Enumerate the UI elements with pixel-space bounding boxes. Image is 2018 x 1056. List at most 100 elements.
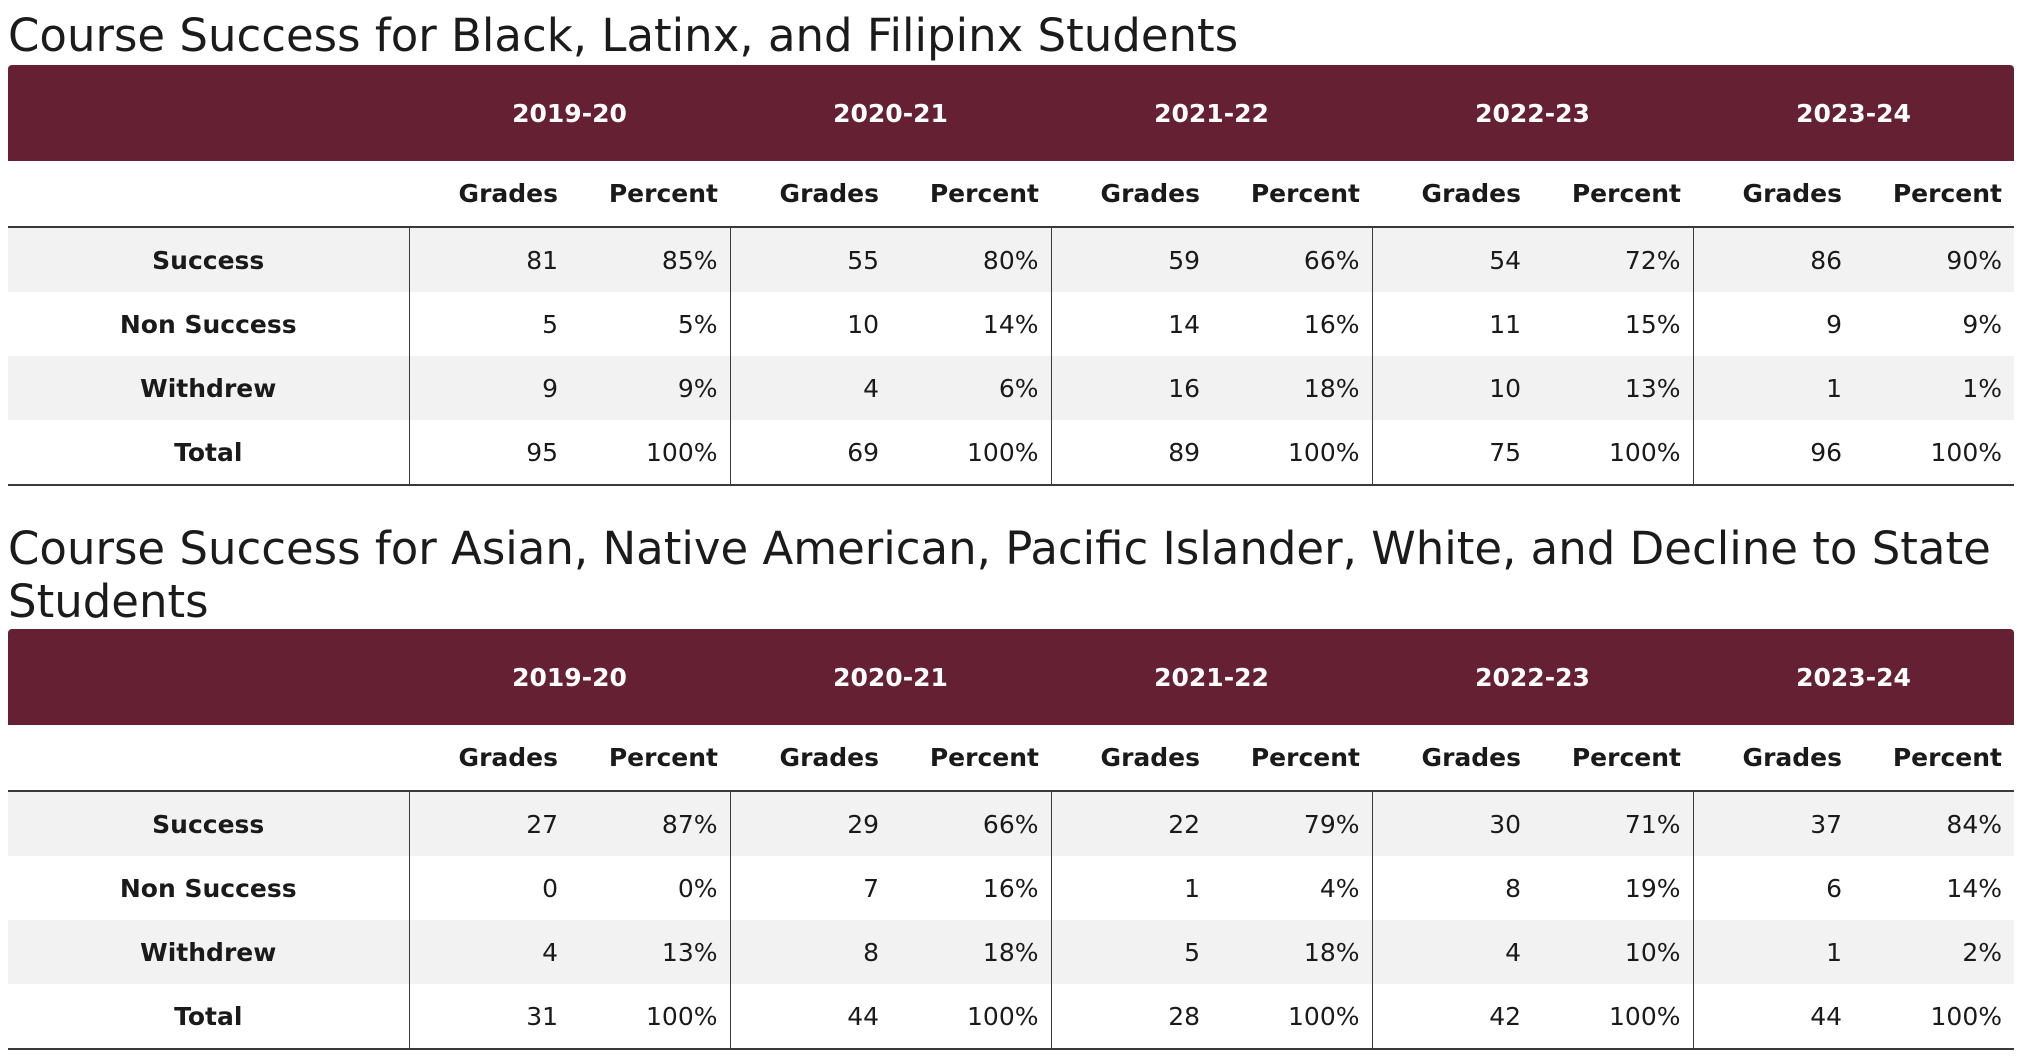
year-header: 2022-23 bbox=[1372, 65, 1693, 161]
percent-cell: 66% bbox=[1212, 227, 1373, 292]
percent-cell: 85% bbox=[570, 227, 731, 292]
percent-cell: 15% bbox=[1533, 292, 1694, 356]
percent-cell: 90% bbox=[1854, 227, 2014, 292]
percent-cell: 6% bbox=[891, 356, 1052, 420]
grades-cell: 4 bbox=[730, 356, 891, 420]
grades-cell: 4 bbox=[409, 920, 570, 984]
header-blank bbox=[8, 65, 409, 161]
year-header: 2022-23 bbox=[1372, 629, 1693, 725]
grades-cell: 8 bbox=[1372, 856, 1533, 920]
column-header-row: Grades Percent Grades Percent Grades Per… bbox=[8, 725, 2014, 792]
percent-cell: 9% bbox=[570, 356, 731, 420]
table-row: Success 27 87% 29 66% 22 79% 30 71% 37 84% bbox=[8, 791, 2014, 856]
grades-cell: 81 bbox=[409, 227, 570, 292]
table-row: Withdrew 9 9% 4 6% 16 18% 10 13% 1 1% bbox=[8, 356, 2014, 420]
grades-cell: 8 bbox=[730, 920, 891, 984]
percent-cell: 100% bbox=[570, 984, 731, 1050]
percent-cell: 14% bbox=[1854, 856, 2014, 920]
percent-cell: 72% bbox=[1533, 227, 1694, 292]
grades-cell: 5 bbox=[409, 292, 570, 356]
grades-cell: 31 bbox=[409, 984, 570, 1050]
grades-cell: 1 bbox=[1051, 856, 1212, 920]
percent-cell: 80% bbox=[891, 227, 1052, 292]
table-section-1: Course Success for Black, Latinx, and Fi… bbox=[8, 0, 2014, 486]
year-header-row: 2019-20 2020-21 2021-22 2022-23 2023-24 bbox=[8, 65, 2014, 161]
percent-cell: 9% bbox=[1854, 292, 2014, 356]
grades-cell: 42 bbox=[1372, 984, 1533, 1050]
grades-cell: 11 bbox=[1372, 292, 1533, 356]
row-label: Withdrew bbox=[8, 920, 410, 984]
percent-cell: 13% bbox=[570, 920, 731, 984]
row-label: Withdrew bbox=[8, 356, 410, 420]
percent-header: Percent bbox=[570, 161, 730, 228]
grades-cell: 9 bbox=[409, 356, 570, 420]
table-row: Withdrew 4 13% 8 18% 5 18% 4 10% 1 2% bbox=[8, 920, 2014, 984]
grades-cell: 0 bbox=[409, 856, 570, 920]
course-success-table: 2019-20 2020-21 2021-22 2022-23 2023-24 … bbox=[8, 629, 2014, 1050]
percent-cell: 66% bbox=[891, 791, 1052, 856]
percent-cell: 14% bbox=[891, 292, 1052, 356]
percent-cell: 4% bbox=[1212, 856, 1373, 920]
percent-header: Percent bbox=[1854, 161, 2014, 228]
year-header: 2019-20 bbox=[409, 65, 730, 161]
subheader-blank bbox=[8, 161, 409, 228]
grades-header: Grades bbox=[730, 161, 891, 228]
grades-cell: 10 bbox=[730, 292, 891, 356]
grades-cell: 27 bbox=[409, 791, 570, 856]
percent-cell: 18% bbox=[891, 920, 1052, 984]
header-blank bbox=[8, 629, 409, 725]
percent-cell: 2% bbox=[1854, 920, 2014, 984]
grades-header: Grades bbox=[1372, 725, 1533, 792]
grades-cell: 96 bbox=[1693, 420, 1854, 486]
grades-cell: 55 bbox=[730, 227, 891, 292]
grades-cell: 9 bbox=[1693, 292, 1854, 356]
year-header: 2020-21 bbox=[730, 65, 1051, 161]
percent-cell: 79% bbox=[1212, 791, 1373, 856]
percent-cell: 100% bbox=[1212, 984, 1373, 1050]
year-header-row: 2019-20 2020-21 2021-22 2022-23 2023-24 bbox=[8, 629, 2014, 725]
row-label: Non Success bbox=[8, 292, 410, 356]
percent-header: Percent bbox=[1533, 725, 1693, 792]
percent-cell: 100% bbox=[1212, 420, 1373, 486]
grades-cell: 7 bbox=[730, 856, 891, 920]
grades-cell: 59 bbox=[1051, 227, 1212, 292]
year-header: 2020-21 bbox=[730, 629, 1051, 725]
percent-cell: 13% bbox=[1533, 356, 1694, 420]
row-label: Success bbox=[8, 791, 410, 856]
grades-cell: 37 bbox=[1693, 791, 1854, 856]
course-success-table: 2019-20 2020-21 2021-22 2022-23 2023-24 … bbox=[8, 65, 2014, 486]
grades-cell: 5 bbox=[1051, 920, 1212, 984]
percent-cell: 19% bbox=[1533, 856, 1694, 920]
grades-cell: 1 bbox=[1693, 356, 1854, 420]
year-header: 2023-24 bbox=[1693, 65, 2014, 161]
percent-cell: 84% bbox=[1854, 791, 2014, 856]
year-header: 2019-20 bbox=[409, 629, 730, 725]
grades-cell: 6 bbox=[1693, 856, 1854, 920]
grades-cell: 10 bbox=[1372, 356, 1533, 420]
grades-cell: 22 bbox=[1051, 791, 1212, 856]
grades-cell: 28 bbox=[1051, 984, 1212, 1050]
grades-header: Grades bbox=[730, 725, 891, 792]
grades-cell: 29 bbox=[730, 791, 891, 856]
table-section-2: Course Success for Asian, Native America… bbox=[8, 512, 2014, 1050]
percent-cell: 16% bbox=[891, 856, 1052, 920]
row-label: Total bbox=[8, 984, 410, 1050]
year-header: 2023-24 bbox=[1693, 629, 2014, 725]
grades-cell: 1 bbox=[1693, 920, 1854, 984]
grades-cell: 69 bbox=[730, 420, 891, 486]
table-title: Course Success for Black, Latinx, and Fi… bbox=[8, 9, 1239, 62]
row-label: Success bbox=[8, 227, 410, 292]
grades-cell: 44 bbox=[1693, 984, 1854, 1050]
row-label: Total bbox=[8, 420, 410, 486]
row-label: Non Success bbox=[8, 856, 410, 920]
table-row: Non Success 0 0% 7 16% 1 4% 8 19% 6 14% bbox=[8, 856, 2014, 920]
percent-header: Percent bbox=[891, 161, 1051, 228]
grades-cell: 86 bbox=[1693, 227, 1854, 292]
grades-cell: 89 bbox=[1051, 420, 1212, 486]
grades-cell: 4 bbox=[1372, 920, 1533, 984]
percent-cell: 100% bbox=[1854, 984, 2014, 1050]
percent-cell: 10% bbox=[1533, 920, 1694, 984]
table-row: Non Success 5 5% 10 14% 14 16% 11 15% 9 9% bbox=[8, 292, 2014, 356]
percent-cell: 0% bbox=[570, 856, 731, 920]
table-row: Total 31 100% 44 100% 28 100% 42 100% 44 100% bbox=[8, 984, 2014, 1050]
